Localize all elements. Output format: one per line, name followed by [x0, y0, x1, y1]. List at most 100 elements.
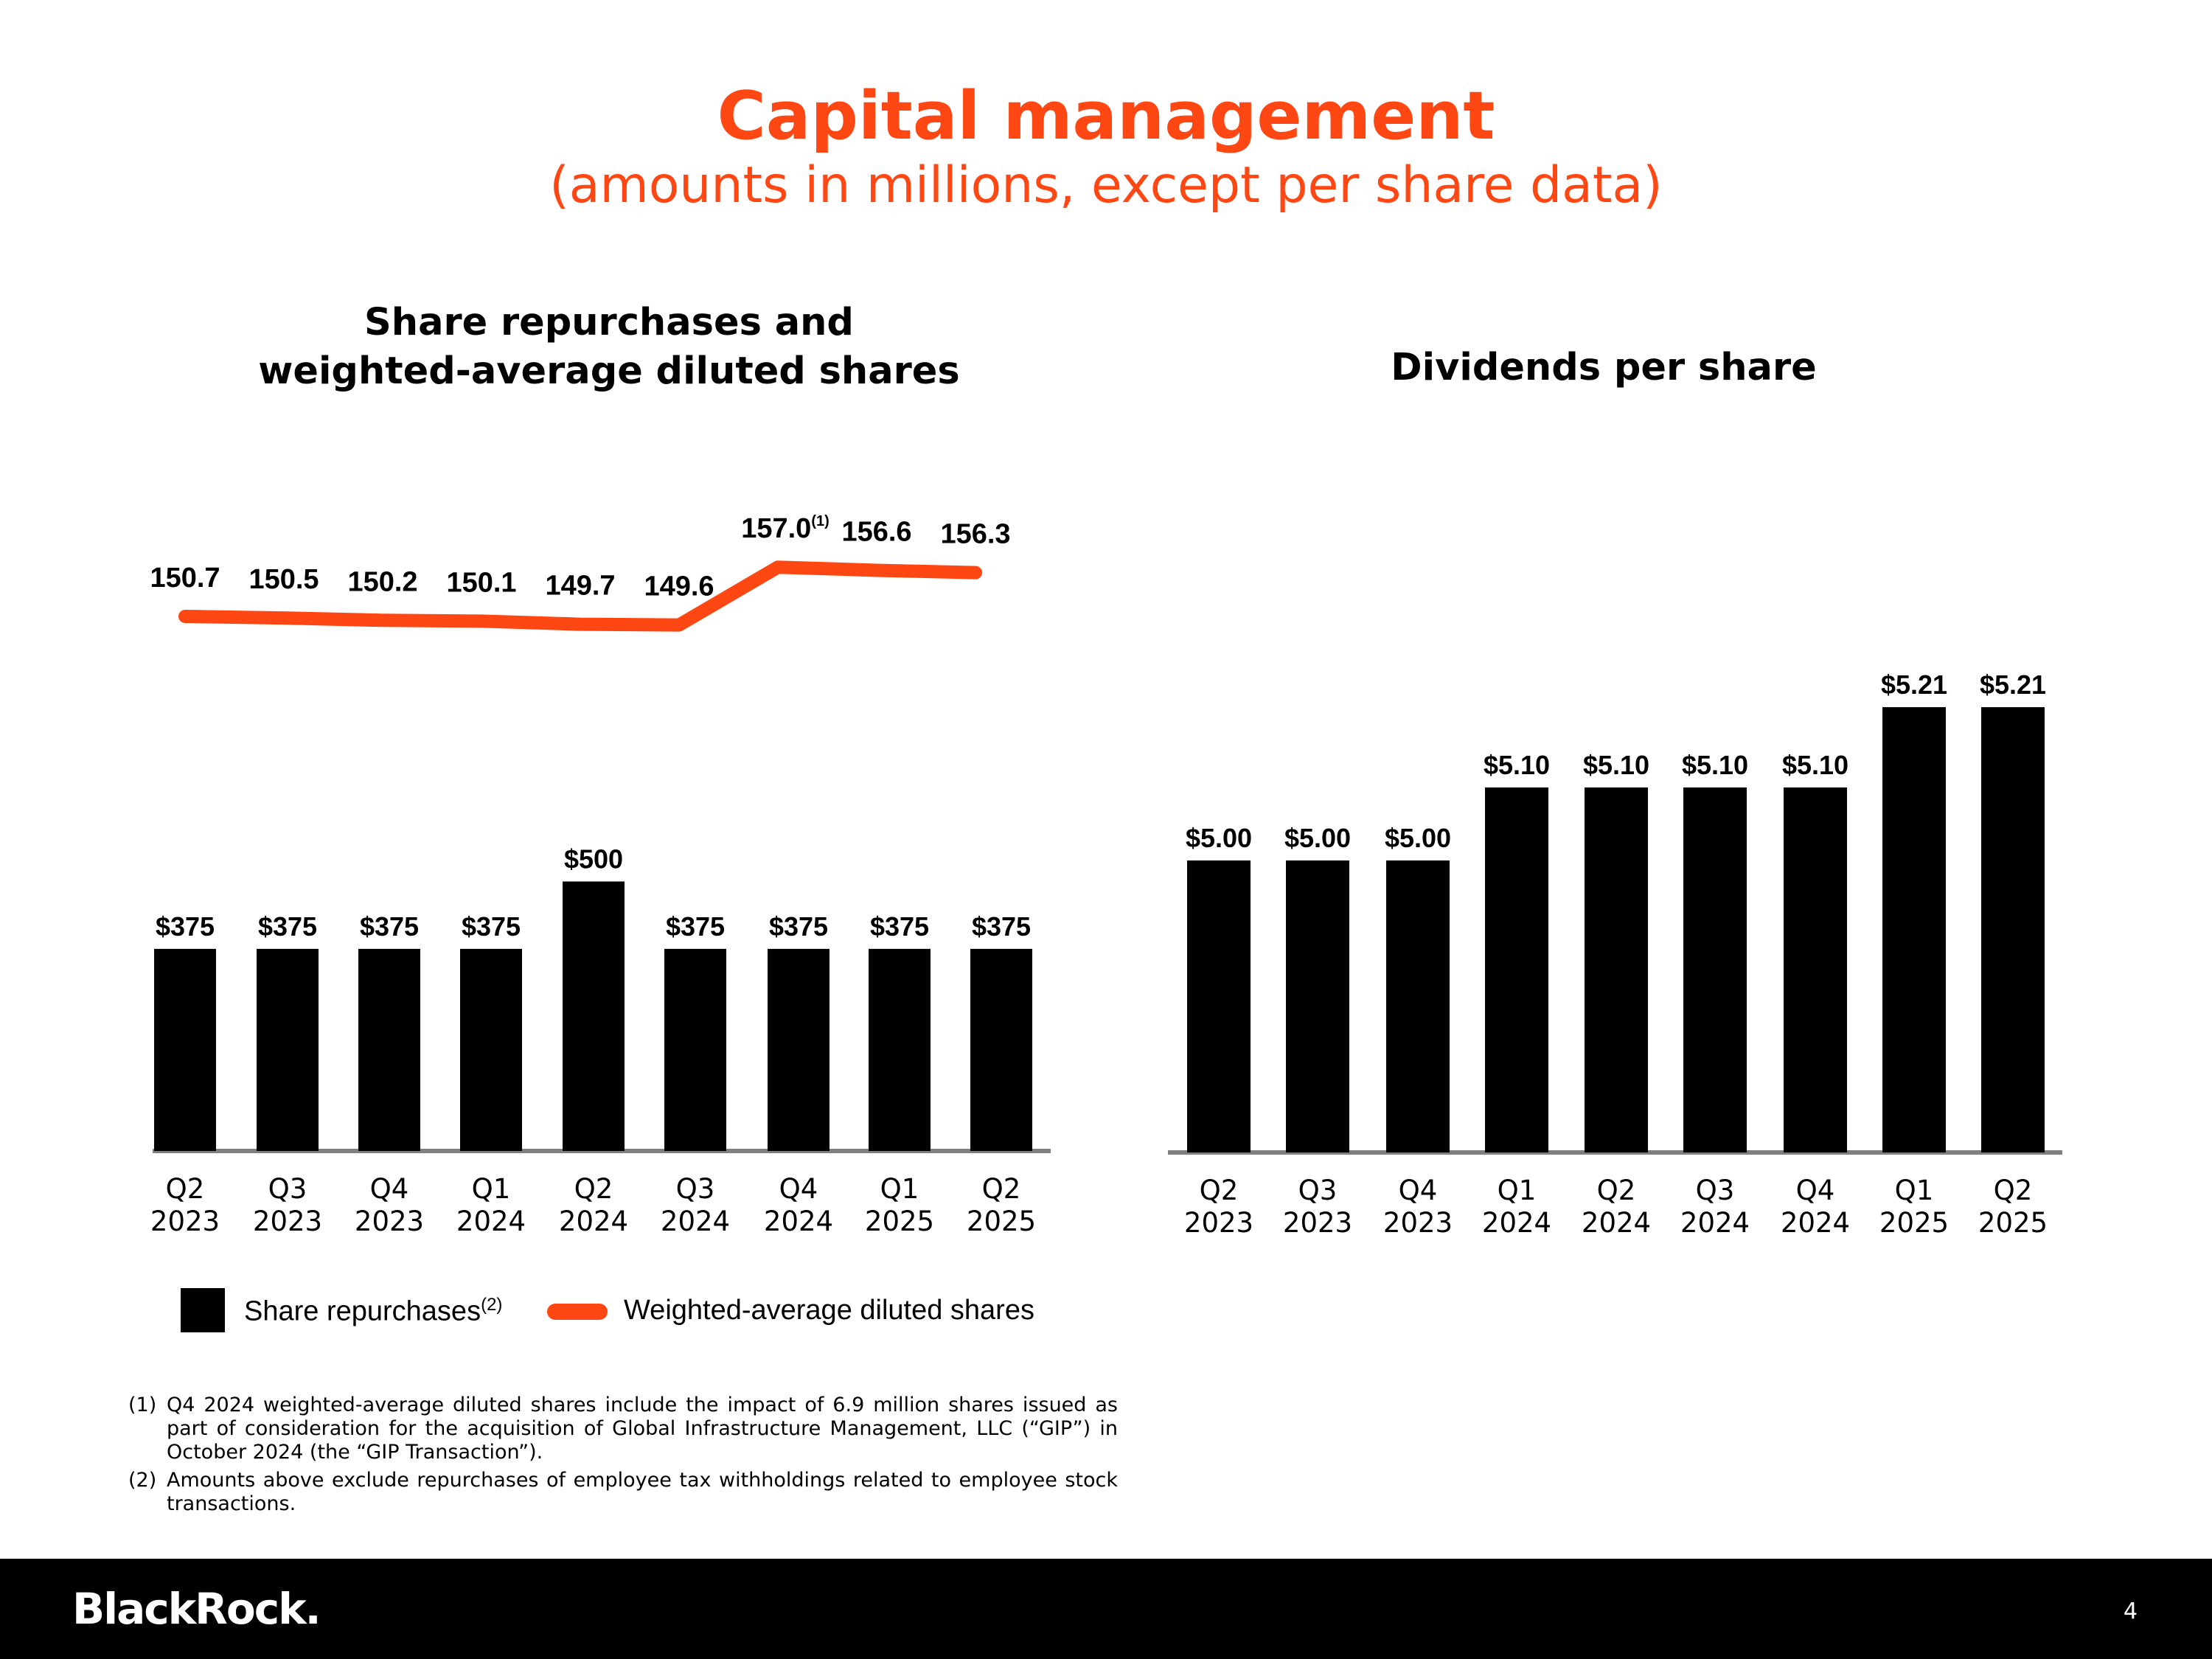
weighted-shares-data-label: 150.1 [446, 567, 516, 598]
dividend-data-label: $5.00 [1186, 823, 1252, 853]
right-x-tick-year: 2025 [1879, 1207, 1949, 1239]
dividend-data-label: $5.10 [1682, 750, 1748, 780]
repurchase-bar [563, 881, 625, 1151]
dividend-data-label: $5.10 [1782, 750, 1848, 780]
right-x-tick-quarter: Q4 [1399, 1175, 1438, 1206]
repurchase-data-label: $375 [360, 911, 419, 942]
left-x-tick-quarter: Q2 [574, 1173, 613, 1205]
repurchase-bar [768, 948, 830, 1151]
repurchase-bar [460, 948, 522, 1151]
right-x-tick-quarter: Q2 [1994, 1175, 2033, 1206]
legend-superscript: (2) [481, 1295, 503, 1315]
legend-line-swatch [547, 1304, 608, 1320]
left-chart-title-line2: weighted-average diluted shares [258, 349, 960, 393]
left-chart-title-line1: Share repurchases and [364, 301, 854, 344]
repurchase-data-label: $500 [564, 844, 623, 874]
repurchase-data-label: $375 [258, 911, 317, 942]
repurchase-bar [869, 948, 931, 1151]
right-x-tick-quarter: Q1 [1498, 1175, 1537, 1206]
weighted-shares-data-label: 149.6 [644, 571, 714, 602]
right-x-tick-year: 2023 [1283, 1207, 1352, 1239]
dividend-data-label: $5.10 [1484, 750, 1550, 780]
dividend-bar [1981, 707, 2045, 1152]
right-x-tick-quarter: Q3 [1298, 1175, 1338, 1206]
repurchase-bar [358, 948, 420, 1151]
left-x-tick-quarter: Q3 [676, 1173, 715, 1205]
dividend-data-label: $5.21 [1881, 669, 1947, 700]
dividend-bar [1386, 860, 1450, 1152]
dividend-bar [1585, 787, 1648, 1152]
dividend-bar [1683, 787, 1747, 1152]
legend-share-repurchases: Share repurchases(2) [244, 1295, 502, 1328]
repurchase-bar [154, 948, 216, 1151]
repurchase-data-label: $375 [769, 911, 828, 942]
dividend-bar [1784, 787, 1847, 1152]
left-x-tick-year: 2024 [764, 1206, 833, 1237]
footnote-2: (2) Amounts above exclude repurchases of … [128, 1469, 1118, 1516]
left-x-tick-year: 2024 [559, 1206, 628, 1237]
footnote-text: Q4 2024 weighted-average diluted shares … [167, 1394, 1118, 1464]
weighted-shares-data-label: 157.0(1) [741, 513, 830, 544]
page-number: 4 [2124, 1599, 2138, 1624]
label-superscript: (1) [811, 513, 829, 529]
right-x-tick-year: 2025 [1978, 1207, 2048, 1239]
left-x-tick-quarter: Q3 [268, 1173, 307, 1205]
repurchase-bar [664, 948, 726, 1151]
right-x-tick-year: 2024 [1781, 1207, 1850, 1239]
footnotes: (1) Q4 2024 weighted-average diluted shar… [128, 1394, 1118, 1520]
blackrock-logo: BlackRock. [72, 1584, 321, 1634]
dividend-bar [1286, 860, 1349, 1152]
right-chart-title: Dividends per share [1391, 346, 1817, 389]
left-x-tick-quarter: Q1 [472, 1173, 511, 1205]
left-x-tick-quarter: Q2 [166, 1173, 205, 1205]
footnote-number: (1) [128, 1394, 157, 1416]
left-x-tick-year: 2023 [355, 1206, 424, 1237]
dividend-bar [1187, 860, 1251, 1152]
dividend-data-label: $5.00 [1385, 823, 1451, 853]
page-subtitle: (amounts in millions, except per share d… [549, 156, 1663, 215]
footnote-1: (1) Q4 2024 weighted-average diluted shar… [128, 1394, 1118, 1464]
repurchase-data-label: $375 [972, 911, 1031, 942]
left-x-tick-year: 2023 [253, 1206, 322, 1237]
left-x-tick-quarter: Q4 [779, 1173, 818, 1205]
left-x-tick-quarter: Q2 [982, 1173, 1021, 1205]
repurchase-bar [257, 948, 319, 1151]
legend-bar-swatch [181, 1288, 225, 1332]
repurchase-data-label: $375 [156, 911, 215, 942]
repurchase-data-label: $375 [462, 911, 521, 942]
right-x-tick-year: 2023 [1383, 1207, 1453, 1239]
weighted-shares-data-label: 156.6 [841, 516, 911, 547]
left-x-tick-year: 2025 [865, 1206, 934, 1237]
legend-label: Share repurchases [244, 1295, 481, 1327]
right-x-tick-quarter: Q3 [1696, 1175, 1735, 1206]
right-x-tick-year: 2024 [1582, 1207, 1651, 1239]
left-x-tick-quarter: Q4 [370, 1173, 409, 1205]
footnote-number: (2) [128, 1469, 157, 1492]
left-x-tick-year: 2024 [456, 1206, 526, 1237]
dividend-bar [1882, 707, 1946, 1152]
footer-bar [0, 1559, 2212, 1659]
left-x-tick-quarter: Q1 [880, 1173, 919, 1205]
left-x-tick-year: 2025 [967, 1206, 1036, 1237]
left-chart-title: Share repurchases and weighted-average d… [240, 299, 978, 396]
weighted-shares-data-label: 150.5 [248, 564, 319, 595]
right-x-tick-year: 2023 [1184, 1207, 1253, 1239]
right-x-tick-quarter: Q2 [1200, 1175, 1239, 1206]
right-x-tick-year: 2024 [1680, 1207, 1750, 1239]
weighted-shares-line [178, 560, 982, 632]
left-x-tick-year: 2023 [150, 1206, 220, 1237]
dividend-data-label: $5.00 [1284, 823, 1351, 853]
right-x-tick-quarter: Q4 [1796, 1175, 1835, 1206]
dividend-data-label: $5.21 [1980, 669, 2046, 700]
repurchase-bar [970, 948, 1032, 1151]
weighted-shares-data-label: 150.2 [347, 566, 417, 597]
legend-weighted-shares: Weighted-average diluted shares [624, 1295, 1034, 1326]
repurchase-data-label: $375 [666, 911, 725, 942]
right-x-tick-quarter: Q2 [1597, 1175, 1636, 1206]
dividend-data-label: $5.10 [1583, 750, 1649, 780]
right-x-tick-quarter: Q1 [1895, 1175, 1934, 1206]
weighted-shares-data-label: 149.7 [545, 571, 615, 602]
footnote-text: Amounts above exclude repurchases of emp… [167, 1469, 1118, 1515]
page-title: Capital management [717, 77, 1495, 155]
